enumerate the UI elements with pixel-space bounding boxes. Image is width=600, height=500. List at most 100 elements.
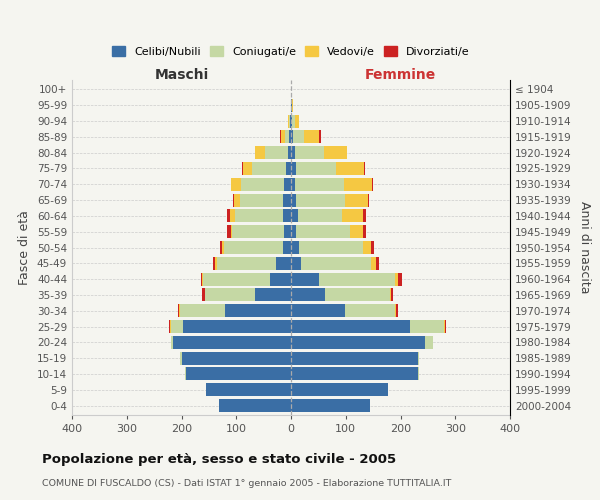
Bar xyxy=(219,399,291,412)
Bar xyxy=(336,162,364,175)
Bar xyxy=(363,241,371,254)
Bar xyxy=(231,178,241,191)
Bar xyxy=(181,304,226,317)
Bar xyxy=(239,194,283,206)
Bar xyxy=(291,383,388,396)
Bar xyxy=(288,146,291,159)
Bar xyxy=(291,336,425,349)
Bar xyxy=(291,146,295,159)
Bar xyxy=(289,114,290,128)
Bar xyxy=(285,130,289,143)
Bar xyxy=(295,146,324,159)
Bar xyxy=(389,288,391,302)
Bar xyxy=(232,225,284,238)
Bar xyxy=(344,194,368,206)
Bar xyxy=(284,178,291,191)
Bar xyxy=(304,130,319,143)
Bar xyxy=(291,320,410,333)
Bar xyxy=(299,241,363,254)
Bar xyxy=(371,241,374,254)
Bar xyxy=(283,241,291,254)
Legend: Celibi/Nubili, Coniugati/e, Vedovi/e, Divorziati/e: Celibi/Nubili, Coniugati/e, Vedovi/e, Di… xyxy=(108,42,474,62)
Text: Femmine: Femmine xyxy=(365,68,436,82)
Bar xyxy=(291,114,292,128)
Bar xyxy=(291,304,344,317)
Bar xyxy=(203,272,270,285)
Bar xyxy=(286,162,291,175)
Bar xyxy=(324,146,347,159)
Bar xyxy=(325,288,389,302)
Text: COMUNE DI FUSCALDO (CS) - Dati ISTAT 1° gennaio 2005 - Elaborazione TUTTITALIA.I: COMUNE DI FUSCALDO (CS) - Dati ISTAT 1° … xyxy=(42,479,451,488)
Bar xyxy=(301,257,371,270)
Bar xyxy=(319,272,395,285)
Bar xyxy=(372,178,373,191)
Bar xyxy=(291,210,298,222)
Bar xyxy=(295,114,299,128)
Bar xyxy=(202,288,205,302)
Bar xyxy=(217,257,275,270)
Bar xyxy=(296,194,344,206)
Bar xyxy=(224,241,283,254)
Bar xyxy=(418,368,419,380)
Bar xyxy=(242,162,244,175)
Bar xyxy=(200,272,202,285)
Bar xyxy=(298,210,343,222)
Bar xyxy=(363,225,366,238)
Bar xyxy=(291,130,293,143)
Bar xyxy=(291,399,370,412)
Bar xyxy=(350,225,363,238)
Bar xyxy=(292,114,295,128)
Bar xyxy=(173,336,291,349)
Bar xyxy=(368,194,369,206)
Bar xyxy=(213,257,215,270)
Bar xyxy=(182,320,291,333)
Bar xyxy=(202,272,203,285)
Bar xyxy=(233,194,234,206)
Bar xyxy=(251,162,286,175)
Bar xyxy=(231,225,232,238)
Bar xyxy=(291,194,296,206)
Bar xyxy=(215,257,217,270)
Bar xyxy=(291,162,296,175)
Bar xyxy=(444,320,445,333)
Bar xyxy=(230,210,235,222)
Bar xyxy=(395,272,398,285)
Bar xyxy=(289,130,291,143)
Bar xyxy=(256,146,265,159)
Bar xyxy=(291,288,325,302)
Bar xyxy=(296,225,350,238)
Bar xyxy=(220,241,222,254)
Text: Maschi: Maschi xyxy=(154,68,209,82)
Bar xyxy=(363,210,366,222)
Bar xyxy=(234,194,239,206)
Bar xyxy=(343,210,363,222)
Bar xyxy=(291,352,418,364)
Bar xyxy=(410,320,444,333)
Bar xyxy=(291,178,295,191)
Bar xyxy=(170,320,182,333)
Bar xyxy=(185,368,186,380)
Bar xyxy=(396,304,398,317)
Bar xyxy=(206,383,291,396)
Bar xyxy=(391,288,394,302)
Bar xyxy=(291,241,299,254)
Bar xyxy=(283,194,291,206)
Bar xyxy=(295,178,344,191)
Bar xyxy=(291,225,296,238)
Bar xyxy=(418,352,419,364)
Bar xyxy=(344,178,372,191)
Bar xyxy=(205,288,256,302)
Bar xyxy=(395,304,396,317)
Bar xyxy=(398,272,402,285)
Bar xyxy=(227,210,230,222)
Bar xyxy=(186,368,291,380)
Bar xyxy=(275,257,291,270)
Bar xyxy=(179,304,181,317)
Bar xyxy=(371,257,376,270)
Bar xyxy=(265,146,288,159)
Bar xyxy=(178,304,179,317)
Bar xyxy=(181,352,182,364)
Bar xyxy=(376,257,379,270)
Bar xyxy=(222,241,224,254)
Bar xyxy=(256,288,291,302)
